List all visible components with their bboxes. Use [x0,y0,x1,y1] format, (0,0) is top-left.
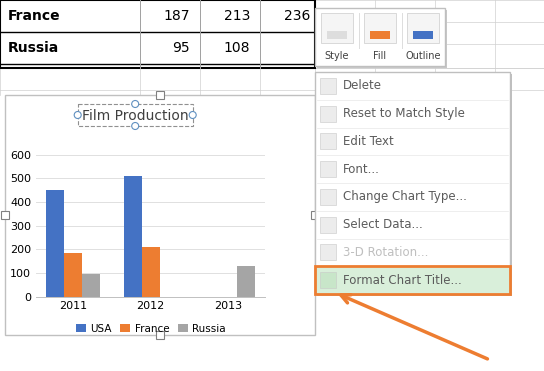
Bar [320,217,336,233]
Text: Edit Text: Edit Text [343,135,394,148]
Bar [320,272,336,288]
Text: Select Data...: Select Data... [343,218,423,231]
Bar [320,134,336,150]
Bar [320,244,336,260]
Text: Russia: Russia [8,41,59,55]
Bar [156,331,164,339]
Bar [364,13,396,43]
Bar [78,104,193,126]
Text: Outline: Outline [405,51,441,61]
Text: Change Chart Type...: Change Chart Type... [343,190,467,203]
Bar [1,211,9,219]
Circle shape [132,122,139,129]
Bar [315,72,510,294]
Bar [315,266,510,294]
Text: 108: 108 [224,41,250,55]
Circle shape [132,101,139,108]
Bar [82,274,100,296]
Bar [315,8,445,66]
Bar [315,266,510,294]
Bar [321,13,353,43]
Text: 187: 187 [164,9,190,23]
Bar [370,31,390,39]
Text: Delete: Delete [343,79,382,92]
Bar [237,266,255,296]
Bar [407,13,439,43]
Bar [156,91,164,99]
Bar [327,31,347,39]
Bar [5,95,315,335]
Bar [311,211,319,219]
Text: Reset to Match Style: Reset to Match Style [343,107,465,120]
Bar [320,189,336,205]
Text: 95: 95 [172,41,190,55]
Bar [0,0,315,68]
Bar [317,10,447,68]
Bar [320,161,336,177]
Circle shape [74,112,81,118]
Bar [124,176,142,296]
Bar [46,190,64,296]
Text: 236: 236 [283,9,310,23]
Circle shape [189,112,196,118]
Text: Fill: Fill [373,51,387,61]
Text: Film Production: Film Production [82,109,189,123]
Bar [413,31,433,39]
Bar [317,74,512,296]
Text: Font...: Font... [343,162,380,175]
Text: Format Chart Title...: Format Chart Title... [343,274,462,287]
Bar [142,247,159,296]
Text: France: France [8,9,60,23]
Legend: USA, France, Russia: USA, France, Russia [71,320,230,338]
Bar [64,253,82,296]
Text: 3-D Rotation...: 3-D Rotation... [343,246,428,259]
Text: Style: Style [325,51,349,61]
Bar [320,78,336,94]
Bar [320,106,336,122]
Text: 213: 213 [224,9,250,23]
